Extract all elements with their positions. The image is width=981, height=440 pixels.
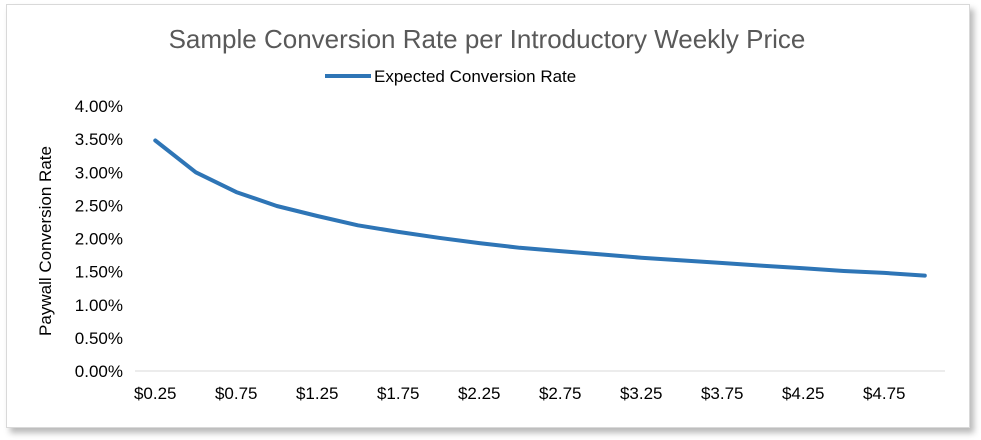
y-tick-label: 3.00% [75,163,123,182]
y-tick-label: 1.00% [75,296,123,315]
y-tick-label: 4.00% [75,97,123,116]
legend: Expected Conversion Rate [325,67,576,86]
y-axis-ticks: 0.00% 0.50% 1.00% 1.50% 2.00% 2.50% 3.00% 3.50%… [75,97,123,381]
y-tick-label: 2.00% [75,230,123,249]
series-line-expected-conversion-rate [153,138,927,278]
chart-title: Sample Conversion Rate per Introductory … [169,24,806,54]
x-tick-label: $4.25 [782,384,825,403]
y-tick-label: 0.00% [75,362,123,381]
x-axis-ticks: $0.25 $0.75 $1.25 $1.75 $2.25 $2.75 $3.25 $3.75… [134,384,906,403]
y-tick-label: 0.50% [75,329,123,348]
x-tick-label: $0.75 [215,384,258,403]
x-tick-label: $2.25 [458,384,501,403]
x-tick-label: $1.25 [296,384,339,403]
x-tick-label: $2.75 [539,384,582,403]
chart-frame [6,4,970,428]
legend-label: Expected Conversion Rate [374,67,576,86]
series-layer [153,138,927,278]
x-tick-label: $3.25 [620,384,663,403]
y-tick-label: 3.50% [75,130,123,149]
x-tick-label: $0.25 [134,384,177,403]
x-tick-label: $1.75 [377,384,420,403]
x-tick-label: $4.75 [863,384,906,403]
y-axis-label: Paywall Conversion Rate [36,146,55,336]
y-tick-label: 2.50% [75,196,123,215]
y-tick-label: 1.50% [75,263,123,282]
x-tick-label: $3.75 [701,384,744,403]
